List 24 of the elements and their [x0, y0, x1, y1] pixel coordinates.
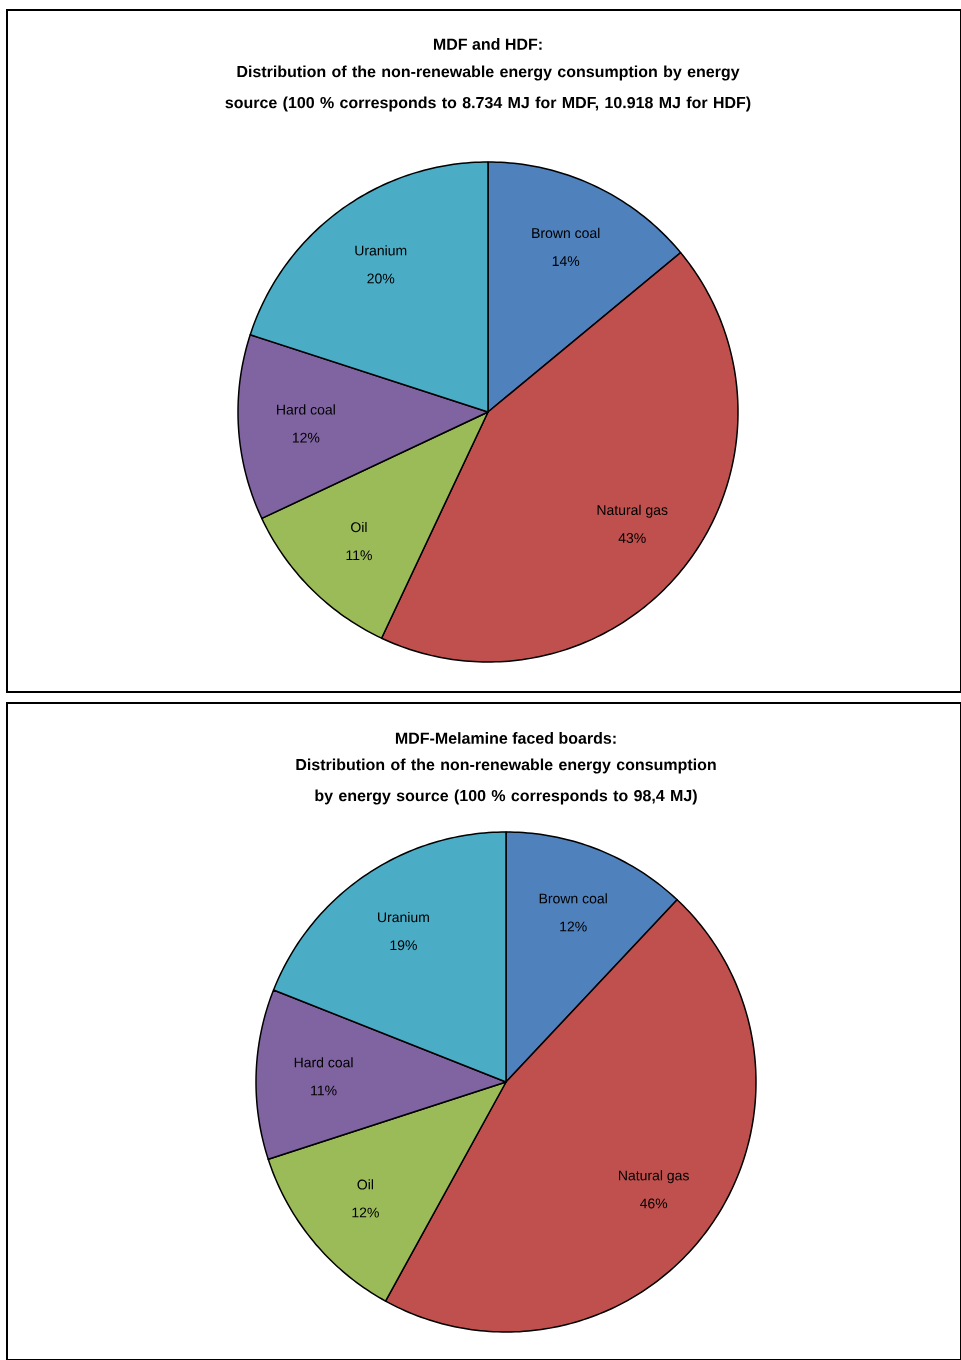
- slice-label: Hard coal: [277, 404, 335, 415]
- slice-label: Hard coal: [294, 1057, 353, 1068]
- chart-title: MDF-Melamine faced boards:: [395, 732, 616, 744]
- data-label: 43%: [618, 533, 646, 543]
- chart-subtitle: Distribution of the non-renewable energy consumption by energy source (100 % corresponds to 8.734 MJ for MDF, 10.918 MJ for HDF): [225, 65, 751, 112]
- slice-label: Natural gas: [597, 504, 668, 518]
- slice-label: Brown coal: [539, 893, 607, 904]
- slice-label: Brown coal: [532, 227, 600, 239]
- data-label: 12%: [560, 921, 587, 932]
- chart-subtitle: Distribution of the non-renewable energy consumption by energy source (100 % corresponds to 98,4 MJ): [296, 758, 716, 805]
- slice-label: Uranium: [355, 245, 407, 256]
- data-label: 46%: [639, 1198, 668, 1209]
- slice-label: Oil: [357, 1179, 373, 1190]
- data-label: 19%: [390, 940, 417, 951]
- data-label: 14%: [552, 256, 580, 266]
- data-label: 12%: [292, 432, 320, 443]
- chart-title: MDF and HDF:: [433, 38, 542, 50]
- data-label: 11%: [311, 1085, 337, 1096]
- slice-label: Uranium: [378, 911, 429, 923]
- data-label: 20%: [367, 273, 395, 284]
- data-label: 11%: [346, 550, 372, 561]
- data-label: 12%: [352, 1207, 379, 1218]
- slice-label: Oil: [351, 521, 367, 533]
- slice-label: Natural gas: [619, 1170, 689, 1184]
